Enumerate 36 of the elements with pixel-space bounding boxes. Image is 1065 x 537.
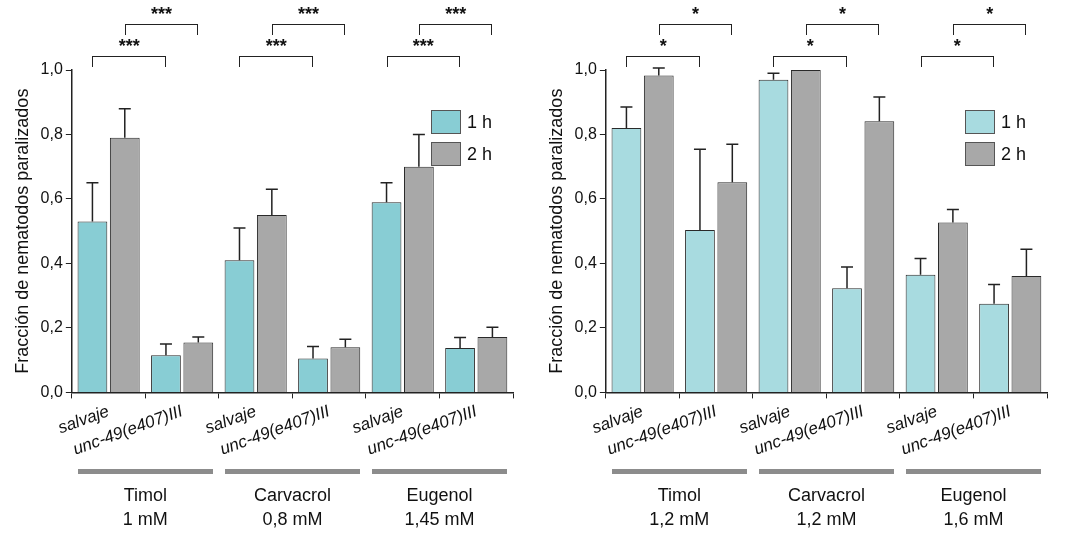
text: *** <box>150 4 174 24</box>
legend-label: 2 h <box>1001 143 1027 165</box>
y-tick-label: 0,8 <box>40 124 63 142</box>
y-axis-title: Fracción de nematodos paralizados <box>545 88 566 374</box>
y-tick-label: 0,8 <box>574 124 597 142</box>
text: * <box>691 4 701 24</box>
text: * <box>805 36 815 56</box>
text: Carvacrol 0,8 mM <box>252 484 332 531</box>
text: Carvacrol 1,2 mM <box>786 484 866 531</box>
y-tick-label: 1,0 <box>40 60 63 78</box>
text: *** <box>264 36 288 56</box>
text: * <box>658 36 668 56</box>
legend-label: 1 h <box>467 111 493 133</box>
text: Timol 1 mM <box>121 484 169 531</box>
text: Eugenol 1,6 mM <box>939 484 1008 531</box>
y-tick-label: 0,0 <box>40 382 63 400</box>
y-tick-label: 0,4 <box>40 253 63 271</box>
text: Timol 1,2 mM <box>648 484 711 531</box>
legend-label: 1 h <box>1001 111 1027 133</box>
text: * <box>985 4 995 24</box>
y-tick-label: 0,0 <box>574 382 597 400</box>
text: *** <box>297 4 321 24</box>
y-tick-label: 0,6 <box>574 189 597 207</box>
text: * <box>952 36 962 56</box>
y-tick-label: 1,0 <box>574 60 597 78</box>
text: Eugenol 1,45 mM <box>403 484 476 531</box>
y-tick-label: 0,2 <box>574 318 597 336</box>
text: *** <box>411 36 435 56</box>
y-tick-label: 0,6 <box>40 189 63 207</box>
y-axis-title: Fracción de nematodos paralizados <box>11 88 32 374</box>
text: *** <box>117 36 141 56</box>
legend-label: 2 h <box>467 143 493 165</box>
text: *** <box>444 4 468 24</box>
y-tick-label: 0,2 <box>40 318 63 336</box>
text: * <box>838 4 848 24</box>
y-tick-label: 0,4 <box>574 253 597 271</box>
